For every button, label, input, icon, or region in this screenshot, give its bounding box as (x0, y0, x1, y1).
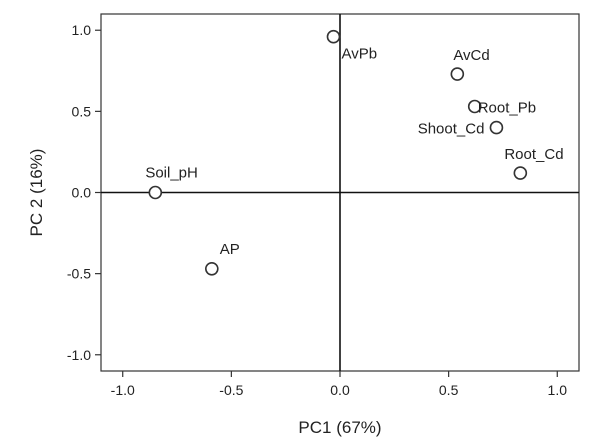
point-avcd (450, 67, 465, 81)
x-tick-label: -1.0 (111, 382, 135, 398)
y-tick-label: 0.5 (72, 103, 92, 119)
x-tick-label: 1.0 (548, 382, 568, 398)
y-axis-title: PC 2 (16%) (27, 149, 46, 237)
point-soil-ph (148, 185, 163, 200)
y-tick-label: -0.5 (67, 266, 91, 282)
y-tick-label: 1.0 (72, 22, 92, 38)
point-avpb (326, 29, 341, 44)
point-label-root-cd: Root_Cd (504, 146, 563, 163)
point-label-avcd: AvCd (453, 47, 489, 64)
x-axis-title: PC1 (67%) (298, 418, 381, 437)
point-shoot-cd (489, 120, 504, 135)
y-tick-label: -1.0 (67, 347, 91, 363)
point-root-pb (467, 99, 482, 114)
point-root-cd (513, 166, 528, 180)
y-tick-label: 0.0 (72, 185, 92, 201)
point-label-root-pb: Root_Pb (478, 99, 536, 116)
x-tick-label: 0.0 (330, 382, 350, 398)
point-label-shoot-cd: Shoot_Cd (418, 121, 485, 138)
x-tick-label: 0.5 (439, 382, 459, 398)
point-label-avpb: AvPb (341, 46, 377, 63)
point-ap (205, 261, 219, 276)
point-label-soil-ph: Soil_pH (145, 165, 198, 182)
x-tick-label: -0.5 (219, 382, 243, 398)
point-label-ap: AP (220, 241, 240, 258)
